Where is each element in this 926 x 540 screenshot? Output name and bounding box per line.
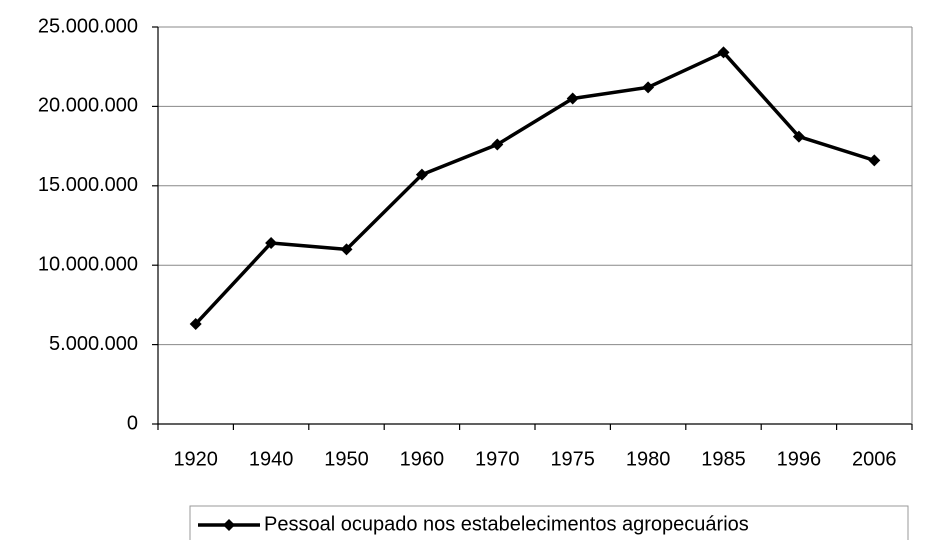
y-tick-label: 0 [127, 412, 138, 434]
y-tick-label: 20.000.000 [38, 95, 138, 117]
y-tick-label: 10.000.000 [38, 253, 138, 275]
x-tick-label: 1940 [249, 448, 294, 470]
legend-marker [223, 519, 235, 531]
data-point [189, 317, 202, 330]
data-point [415, 168, 428, 181]
data-point [491, 138, 504, 151]
legend-box [189, 505, 909, 540]
x-tick-label: 1920 [173, 448, 218, 470]
x-tick-label: 1950 [324, 448, 369, 470]
x-tick-label: 1996 [777, 448, 822, 470]
data-point [566, 92, 579, 105]
data-point [265, 236, 278, 249]
x-tick-label: 1980 [626, 448, 671, 470]
y-tick-label: 5.000.000 [49, 333, 138, 355]
y-tick-label: 15.000.000 [38, 174, 138, 196]
legend-label: Pessoal ocupado nos estabelecimentos agr… [264, 513, 749, 535]
x-tick-label: 1970 [475, 448, 520, 470]
x-tick-label: 1960 [400, 448, 445, 470]
data-point [717, 46, 730, 59]
x-tick-label: 1975 [550, 448, 595, 470]
data-point [792, 130, 805, 143]
data-point [340, 243, 353, 256]
data-point [868, 154, 881, 167]
y-tick-label: 25.000.000 [38, 15, 138, 37]
data-line [194, 50, 875, 326]
data-point [642, 81, 655, 94]
x-tick-label: 2006 [852, 448, 897, 470]
x-tick-label: 1985 [701, 448, 746, 470]
